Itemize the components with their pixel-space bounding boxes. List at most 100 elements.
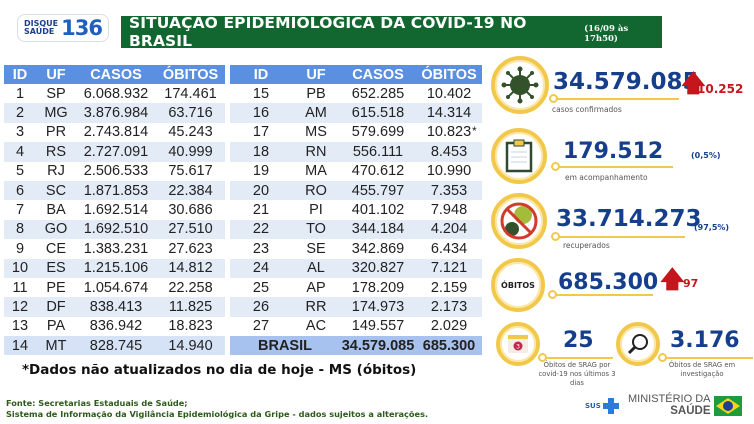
data-note: *Dados não atualizados no dia de hoje - … — [22, 362, 417, 378]
table-row: 23 SE 342.869 6.434 — [230, 239, 482, 258]
row-id: 5 — [15, 163, 25, 180]
row-obitos: 40.999 — [156, 142, 225, 162]
row-uf: SE — [306, 240, 326, 257]
line-dot — [549, 94, 558, 103]
row-uf: MA — [305, 163, 327, 180]
row-id: 2 — [4, 103, 36, 123]
row-obitos: 10.402 — [426, 85, 472, 102]
row-obitos: 2.159 — [430, 279, 468, 296]
table-row: 8 GO 1.692.510 27.510 — [4, 219, 225, 240]
page-title: SITUAÇÃO EPIDEMIOLÓGICA DA COVID-19 NO B… — [129, 14, 527, 50]
logo-line2: SAÚDE — [24, 27, 55, 36]
row-casos: 342.869 — [351, 240, 405, 257]
states-table-right: ID UF CASOS ÓBITOS 15 PB 652.285 10.402 16 AM… — [230, 65, 482, 356]
row-casos: 344.184 — [340, 219, 416, 240]
ms-asterisk: * — [472, 124, 477, 138]
confirmed-value: 34.579.085 — [553, 69, 699, 95]
row-obitos: 75.617 — [168, 163, 213, 180]
divider-line — [555, 98, 679, 100]
divider-line — [663, 357, 753, 359]
row-casos: 1.692.510 — [76, 219, 156, 240]
table-row: 13 PA 836.942 18.823 — [4, 317, 225, 336]
row-uf: RR — [292, 297, 340, 317]
row-uf: AL — [292, 258, 340, 278]
row-id: 12 — [4, 297, 36, 317]
table-row: 14 MT 828.745 14.940 — [4, 336, 225, 356]
table-row: 1 SP 6.068.932 174.461 — [4, 84, 225, 103]
arrow-up-icon: 🡅 — [681, 69, 706, 97]
table-row: 22 TO 344.184 4.204 — [230, 219, 482, 240]
disque-saude-logo: DISQUE SAÚDE 136 — [17, 14, 109, 42]
logo-text: DISQUE SAÚDE — [24, 20, 58, 36]
row-obitos: 174.461 — [164, 85, 217, 102]
row-id: 11 — [12, 279, 28, 296]
total-obitos: 685.300 — [416, 336, 482, 356]
col-casos: CASOS — [76, 65, 156, 84]
recovered-label: recuperados — [563, 241, 610, 250]
row-casos: 556.111 — [340, 142, 416, 162]
total-casos: 34.579.085 — [340, 336, 416, 356]
source-line1: Fonte: Secretarias Estaduais de Saúde; — [6, 398, 188, 408]
srag-3days-value: 25 — [563, 328, 594, 353]
table-row: 7 BA 1.692.514 30.686 — [4, 200, 225, 219]
row-id: 10 — [4, 258, 36, 278]
col-casos: CASOS — [340, 65, 416, 84]
line-dot — [658, 353, 667, 362]
srag-3days-label: Óbitos de SRAG por covid-19 nos últimos … — [538, 361, 616, 387]
row-uf: RN — [292, 142, 340, 162]
row-casos: 470.612 — [351, 163, 405, 180]
table-row: 17 MS 579.699 10.823 — [230, 123, 482, 142]
row-uf: PA — [46, 318, 66, 335]
row-uf: RJ — [47, 163, 65, 180]
row-casos: 3.876.984 — [76, 103, 156, 123]
row-obitos: 14.314 — [416, 103, 482, 123]
row-uf: BA — [46, 202, 66, 219]
recovered-pct: (97,5%) — [694, 223, 730, 232]
row-obitos: 7.948 — [430, 202, 468, 219]
line-dot — [538, 353, 547, 362]
states-table-left: ID UF CASOS ÓBITOS 1 SP 6.068.932 174.461 2 M… — [4, 65, 225, 356]
row-obitos: 8.453 — [416, 142, 482, 162]
row-id: 6 — [4, 180, 36, 201]
row-id: 27 — [252, 318, 270, 335]
table-row: 2 MG 3.876.984 63.716 — [4, 103, 225, 123]
confirmed-label: casos confirmados — [552, 105, 622, 114]
calendar-circle: 3 — [496, 322, 540, 366]
plus-icon — [602, 398, 619, 414]
table-row: 18 RN 556.111 8.453 — [230, 142, 482, 162]
row-casos: 455.797 — [340, 180, 416, 201]
divider-line — [557, 166, 673, 168]
col-uf: UF — [36, 65, 76, 84]
row-id: 8 — [4, 219, 36, 240]
row-uf: RO — [292, 180, 340, 201]
row-uf: PI — [309, 202, 323, 219]
deaths-delta: 97 — [683, 277, 699, 290]
row-id: 26 — [230, 297, 292, 317]
row-obitos: 45.243 — [168, 124, 213, 141]
row-casos: 1.054.674 — [83, 279, 149, 296]
row-casos: 836.942 — [89, 318, 143, 335]
svg-text:3: 3 — [516, 344, 520, 351]
deaths-badge: ÓBITOS — [501, 280, 535, 290]
table-header-row: ID UF CASOS ÓBITOS — [230, 65, 482, 84]
row-uf: MG — [36, 103, 76, 123]
monitoring-value: 179.512 — [563, 139, 664, 164]
row-casos: 652.285 — [351, 85, 405, 102]
row-uf: TO — [292, 219, 340, 240]
divider-line — [557, 236, 685, 238]
row-casos: 615.518 — [340, 103, 416, 123]
row-uf: AC — [305, 318, 327, 335]
virus-icon — [501, 66, 539, 104]
table-row: 11 PE 1.054.674 22.258 — [4, 278, 225, 297]
row-obitos: 4.204 — [416, 219, 482, 240]
row-uf: AM — [292, 103, 340, 123]
row-casos: 178.209 — [351, 279, 405, 296]
divider-line — [543, 357, 613, 359]
row-casos: 174.973 — [340, 297, 416, 317]
source-line2: Sistema de Informação da Vigilância Epid… — [6, 409, 429, 419]
row-id: 15 — [252, 85, 270, 102]
table-row: 15 PB 652.285 10.402 — [230, 84, 482, 103]
row-obitos: 7.353 — [416, 180, 482, 201]
row-uf: MT — [36, 336, 76, 356]
row-id: 1 — [15, 85, 25, 102]
